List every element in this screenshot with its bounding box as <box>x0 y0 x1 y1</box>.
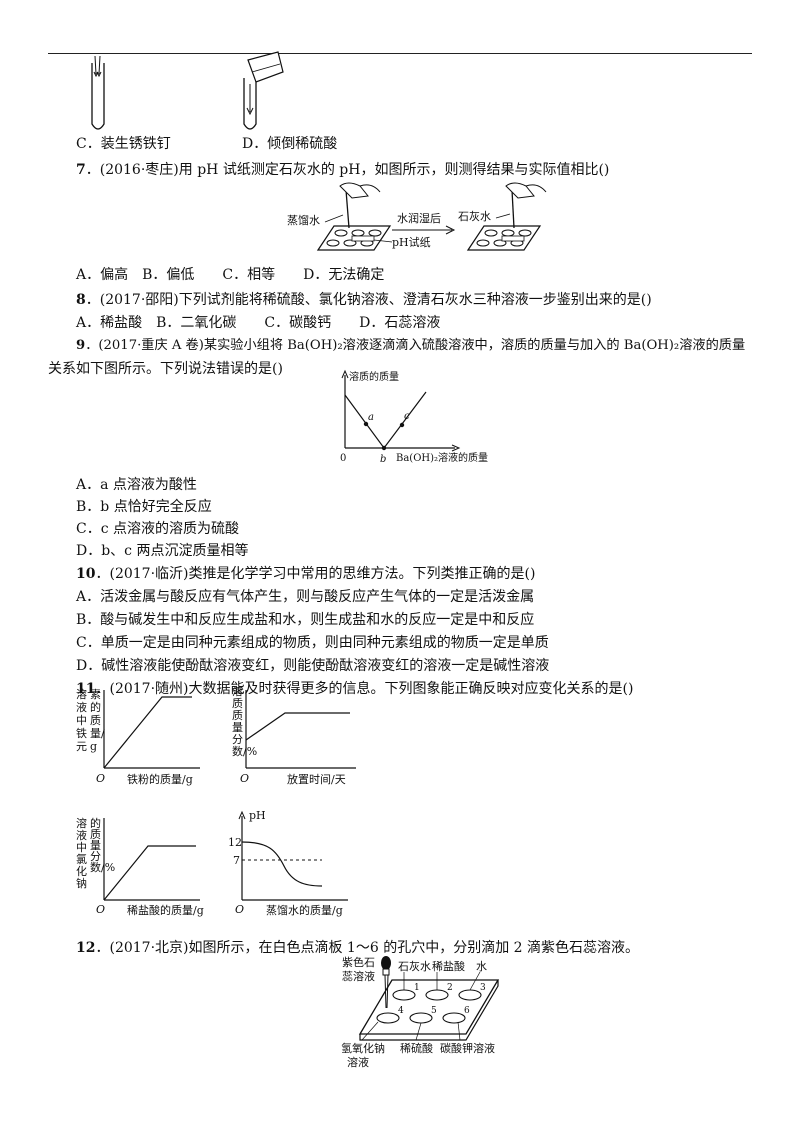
q11-g1-ylabel-col1: 溶液中铁元 <box>76 688 87 753</box>
q12-label-h2so4: 稀硫酸 <box>400 1041 433 1055</box>
q9-label-a: a <box>368 412 374 423</box>
q10-stem: 10．(2017·临沂)类推是化学学习中常用的思维方法。下列类推正确的是() <box>76 564 535 584</box>
q7-label-water: 蒸馏水 <box>287 213 320 227</box>
q11-g4-tick-7: 7 <box>233 854 240 867</box>
q10-option-a: A．活泼金属与酸反应有气体产生，则与酸反应产生气体的一定是活泼金属 <box>76 589 535 605</box>
q12-well-5: 5 <box>431 1006 437 1016</box>
q9-stem-line2: 关系如下图所示。下列说法错误的是() <box>48 361 283 377</box>
q9-ylabel: 溶质的质量 <box>349 370 399 383</box>
q9-option-d: D．b、c 两点沉淀质量相等 <box>76 543 249 559</box>
q10-option-b: B．酸与碱发生中和反应生成盐和水，则生成盐和水的反应一定是中和反应 <box>76 612 535 628</box>
q12-well-3: 3 <box>480 983 486 993</box>
q7-label-arrow: 水润湿后 <box>397 211 441 225</box>
q10-option-c: C．单质一定是由同种元素组成的物质，则由同种元素组成的物质一定是单质 <box>76 635 549 651</box>
q12-label-litmus-1: 紫色石 <box>342 955 375 969</box>
q12-label-naoh-2: 溶液 <box>347 1055 369 1069</box>
q7-stem: 7．(2016·枣庄)用 pH 试纸测定石灰水的 pH，如图所示，则测得结果与实… <box>76 160 609 180</box>
q12-label-naoh-1: 氢氧化钠 <box>341 1041 385 1055</box>
q11-g3-xlabel: 稀盐酸的质量/g <box>127 903 204 917</box>
q8-stem-text: ．(2017·邵阳)下列试剂能将稀硫酸、氯化钠溶液、澄清石灰水三种溶液一步鉴别出… <box>85 292 652 308</box>
q9-option-b: B．b 点恰好完全反应 <box>76 499 212 515</box>
q12-label-hcl: 稀盐酸 <box>432 959 465 973</box>
q9-label-b: b <box>380 454 386 465</box>
q8-stem: 8．(2017·邵阳)下列试剂能将稀硫酸、氯化钠溶液、澄清石灰水三种溶液一步鉴别… <box>76 290 652 310</box>
q11-g3-ylabel-col1: 溶液中氯化钠 <box>76 817 87 890</box>
q9-stem-line1: 9．(2017·重庆 A 卷)某实验小组将 Ba(OH)₂溶液逐滴滴入硫酸溶液中… <box>76 336 745 356</box>
q12-label-water: 水 <box>476 960 487 973</box>
q11-stem-text: ．(2017·随州)大数据能及时获得更多的信息。下列图象能正确反映对应变化关系的… <box>95 681 634 697</box>
q10-option-d: D．碱性溶液能使酚酞溶液变红，则能使酚酞溶液变红的溶液一定是碱性溶液 <box>76 658 550 674</box>
q11-number: 11 <box>76 681 96 697</box>
q12-label-k2co3: 碳酸钾溶液 <box>440 1041 495 1055</box>
q9-graph: 溶质的质量 Ba(OH)₂溶液的质量 0 a b c <box>340 369 488 465</box>
q6-option-c: C．装生锈铁钉 <box>76 136 171 152</box>
q9-xlabel: Ba(OH)₂溶液的质量 <box>396 451 488 464</box>
q11-g4-tick-12: 12 <box>228 836 242 849</box>
q9-point-b <box>381 445 387 451</box>
q7-label-lime: 石灰水 <box>458 209 491 223</box>
q9-label-c: c <box>404 411 410 422</box>
q12-well-2: 2 <box>447 983 453 993</box>
q7-number: 7 <box>76 162 86 178</box>
q9-option-c: C．c 点溶液的溶质为硫酸 <box>76 521 240 537</box>
q7-label-ph-paper: pH试纸 <box>392 236 431 249</box>
q11-g4-xlabel: 蒸馏水的质量/g <box>266 903 343 917</box>
q9-number: 9 <box>76 338 86 353</box>
q7-ph-test-figure: 蒸馏水 pH试纸 水润湿后 石灰水 <box>287 182 547 251</box>
q12-label-lime: 石灰水 <box>398 959 431 973</box>
q12-well-4: 4 <box>398 1006 404 1016</box>
q11-g4-origin: O <box>235 903 244 916</box>
q11-g1-xlabel: 铁粉的质量/g <box>127 772 193 786</box>
header-rule <box>48 53 752 54</box>
q10-stem-text: ．(2017·临沂)类推是化学学习中常用的思维方法。下列类推正确的是() <box>95 566 536 582</box>
q11-g3-origin: O <box>96 903 105 916</box>
q7-stem-text: ．(2016·枣庄)用 pH 试纸测定石灰水的 pH，如图所示，则测得结果与实际… <box>85 162 610 178</box>
q11-g4-ylabel: pH <box>249 809 266 822</box>
q11-g2-xlabel: 放置时间/天 <box>287 772 346 786</box>
q12-number: 12 <box>76 940 96 956</box>
q9-stem-text: ．(2017·重庆 A 卷)某实验小组将 Ba(OH)₂溶液逐滴滴入硫酸溶液中，… <box>85 338 746 353</box>
q10-number: 10 <box>76 566 96 582</box>
q12-well-1: 1 <box>414 983 420 993</box>
q12-label-litmus-2: 蕊溶液 <box>342 969 375 983</box>
q11-g2-origin: O <box>240 772 249 785</box>
q6-test-tube-figure <box>91 51 284 130</box>
q11-graphs: O 铁粉的质量/g O 放置时间/天 O 稀盐酸的质量/g pH 12 7 O … <box>96 690 356 917</box>
q12-well-6: 6 <box>464 1006 470 1016</box>
q11-stem: 11．(2017·随州)大数据能及时获得更多的信息。下列图象能正确反映对应变化关… <box>76 679 633 699</box>
q8-options: A．稀盐酸 B．二氧化碳 C．碳酸钙 D．石蕊溶液 <box>76 315 441 331</box>
q9-point-a <box>363 421 369 427</box>
q9-point-c <box>399 422 405 428</box>
q11-g1-ylabel-col2: 素的质量/g <box>90 688 105 753</box>
q11-g3-ylabel-col2: 的质量分数/% <box>90 817 116 874</box>
q11-g1-origin: O <box>96 772 105 785</box>
q9-origin: 0 <box>340 453 346 464</box>
q12-stem: 12．(2017·北京)如图所示，在白色点滴板 1～6 的孔穴中，分别滴加 2 … <box>76 938 639 958</box>
q7-options: A．偏高 B．偏低 C．相等 D．无法确定 <box>76 267 385 283</box>
q12-stem-text: ．(2017·北京)如图所示，在白色点滴板 1～6 的孔穴中，分别滴加 2 滴紫… <box>95 940 640 956</box>
q6-option-d: D．倾倒稀硫酸 <box>242 136 338 152</box>
q8-number: 8 <box>76 292 86 308</box>
q9-option-a: A．a 点溶液为酸性 <box>76 477 197 493</box>
